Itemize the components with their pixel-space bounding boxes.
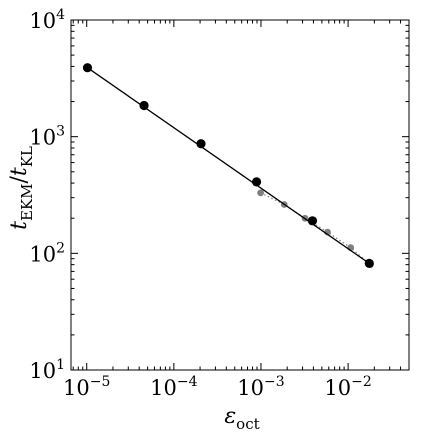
y-tick-label-base: 10 <box>29 359 56 383</box>
x-tick-label-base: 10 <box>237 376 264 400</box>
data-point-black <box>364 258 374 268</box>
series-line-gray <box>260 192 371 266</box>
x-tick-label-base: 10 <box>324 376 351 400</box>
data-point-black <box>196 139 206 149</box>
x-tick-label: 10−2 <box>324 374 371 400</box>
data-marks <box>82 63 374 269</box>
y-axis-title-sub2: KL <box>18 146 36 167</box>
x-tick-label: 10−5 <box>63 374 110 400</box>
x-tick-label-exponent: −4 <box>177 374 198 390</box>
data-point-black <box>251 177 262 187</box>
y-tick-label-base: 10 <box>29 9 56 33</box>
data-point-black <box>139 100 149 111</box>
y-tick-label-exponent: 4 <box>56 7 65 23</box>
y-tick-label-exponent: 2 <box>56 240 65 256</box>
x-tick-label-base: 10 <box>150 376 177 400</box>
y-tick-label: 104 <box>29 7 65 33</box>
y-axis-title-sub1: EKM <box>18 184 36 222</box>
y-tick-label-exponent: 1 <box>56 357 65 373</box>
y-tick-label: 103 <box>29 124 65 150</box>
y-tick-label: 102 <box>29 240 65 266</box>
data-point-black <box>307 216 318 226</box>
x-tick-label-exponent: −3 <box>264 374 285 390</box>
x-axis-title-sub: oct <box>236 415 259 433</box>
y-axis-title: tEKM/tKL <box>7 146 36 230</box>
y-axis-title-sep: / <box>7 176 32 184</box>
x-tick-label-exponent: −5 <box>90 374 111 390</box>
plot-frame <box>70 19 410 371</box>
x-tick-label: 10−3 <box>237 374 284 400</box>
y-tick-label: 101 <box>29 357 65 383</box>
data-point-black <box>82 63 93 73</box>
y-axis-title-base: t <box>7 221 32 230</box>
y-tick-label-base: 10 <box>29 126 56 150</box>
x-axis-title-base: ε <box>224 404 236 429</box>
plot-area <box>70 19 410 371</box>
x-axis-title: εoct <box>224 404 259 433</box>
y-axis-title-base2: t <box>7 167 32 176</box>
series-line-black <box>86 66 369 264</box>
x-tick-label-exponent: −2 <box>351 374 372 390</box>
x-tick-label-base: 10 <box>63 376 90 400</box>
data-point-gray <box>257 189 264 197</box>
y-tick-label-base: 10 <box>29 242 56 266</box>
y-tick-label-exponent: 3 <box>56 124 65 140</box>
x-tick-label: 10−4 <box>150 374 197 400</box>
